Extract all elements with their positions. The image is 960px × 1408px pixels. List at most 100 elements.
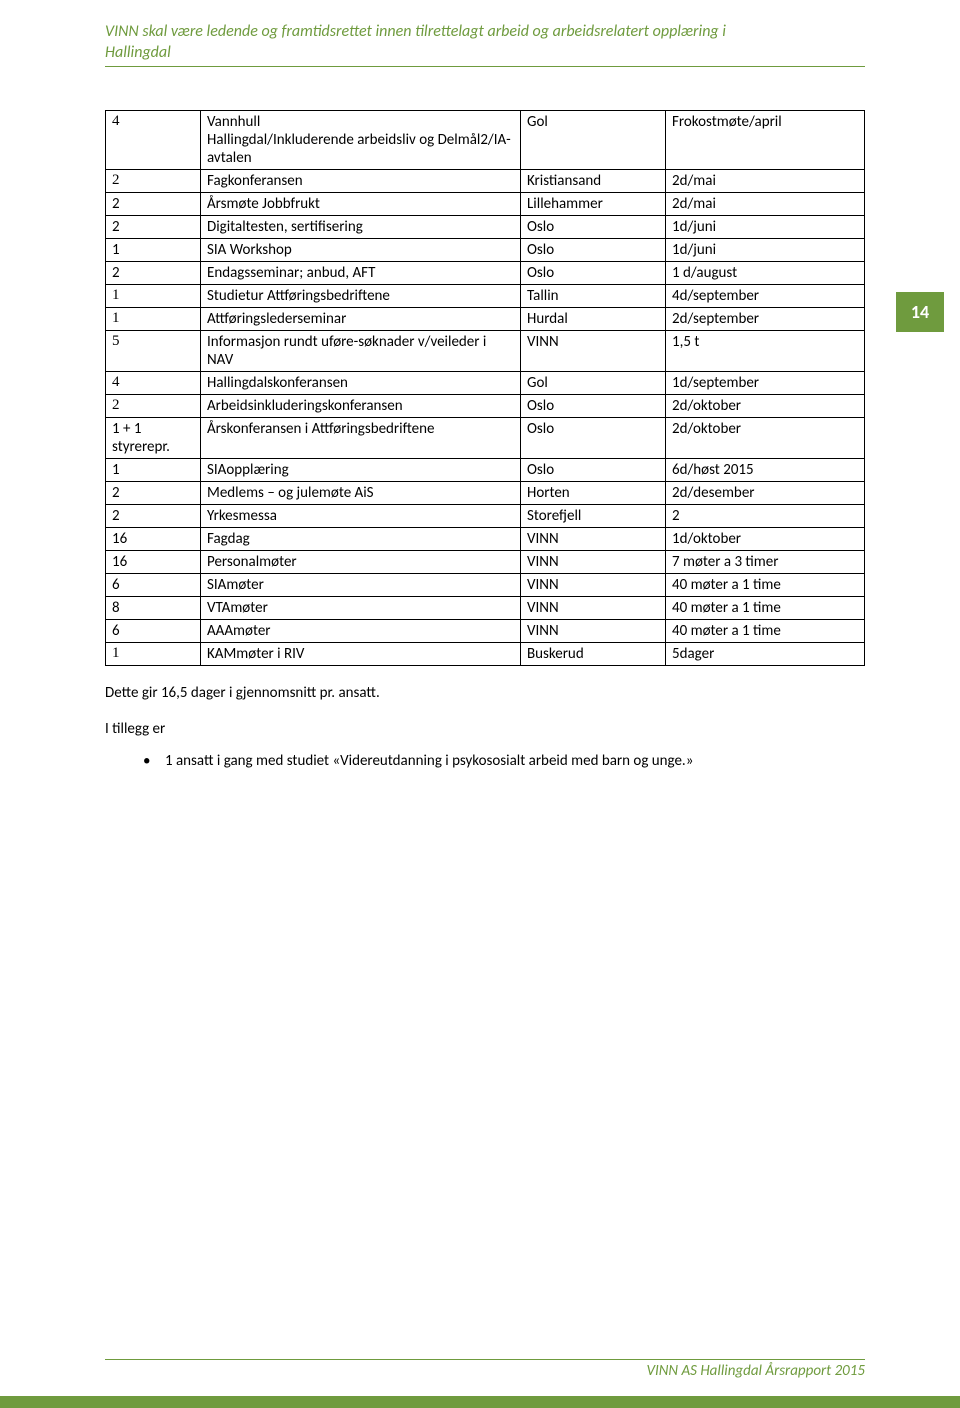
table-row: 2YrkesmessaStorefjell2 xyxy=(106,505,865,528)
table-cell-time: 4d/september xyxy=(666,285,865,308)
table-row: 1SIAopplæringOslo6d/høst 2015 xyxy=(106,459,865,482)
table-cell-time: 1 d/august xyxy=(666,262,865,285)
header-text-line2: Hallingdal xyxy=(105,43,865,64)
table-cell-time: 6d/høst 2015 xyxy=(666,459,865,482)
table-row: 1AttføringslederseminarHurdal2d/septembe… xyxy=(106,308,865,331)
table-cell-description: Digitaltesten, sertifisering xyxy=(201,216,521,239)
table-cell-description: Informasjon rundt uføre-søknader v/veile… xyxy=(201,331,521,372)
table-cell-location: VINN xyxy=(521,574,666,597)
table-cell-description: SIA Workshop xyxy=(201,239,521,262)
table-cell-description: AAAmøter xyxy=(201,620,521,643)
table-cell-count: 16 xyxy=(106,551,201,574)
table-cell-count: 1 xyxy=(106,643,201,666)
table-cell-description: SIAmøter xyxy=(201,574,521,597)
table-cell-location: Gol xyxy=(521,372,666,395)
bullet-text: 1 ansatt i gang med studiet «Videreutdan… xyxy=(165,752,693,770)
table-cell-description: Hallingdalskonferansen xyxy=(201,372,521,395)
table-row: 2Digitaltesten, sertifiseringOslo1d/juni xyxy=(106,216,865,239)
table-cell-time: 1,5 t xyxy=(666,331,865,372)
table-cell-description: Arbeidsinkluderingskonferansen xyxy=(201,395,521,418)
table-cell-location: Oslo xyxy=(521,239,666,262)
table-cell-count: 5 xyxy=(106,331,201,372)
table-cell-time: 2d/mai xyxy=(666,193,865,216)
table-cell-location: Hurdal xyxy=(521,308,666,331)
header-rule xyxy=(105,66,865,67)
table-cell-location: Buskerud xyxy=(521,643,666,666)
table-cell-count: 1 + 1 styrerepr. xyxy=(106,418,201,459)
schedule-table: 4Vannhull Hallingdal/Inkluderende arbeid… xyxy=(105,110,865,666)
table-row: 1SIA WorkshopOslo1d/juni xyxy=(106,239,865,262)
table-row: 2Årsmøte JobbfruktLillehammer2d/mai xyxy=(106,193,865,216)
table-cell-count: 1 xyxy=(106,459,201,482)
table-row: 2Medlems – og julemøte AiSHorten2d/desem… xyxy=(106,482,865,505)
table-cell-description: Medlems – og julemøte AiS xyxy=(201,482,521,505)
page-number-badge: 14 xyxy=(896,292,944,332)
bullet-icon: • xyxy=(143,752,165,770)
table-cell-time: 2d/oktober xyxy=(666,418,865,459)
table-row: 4HallingdalskonferansenGol1d/september xyxy=(106,372,865,395)
table-cell-count: 2 xyxy=(106,193,201,216)
table-cell-location: Gol xyxy=(521,111,666,170)
table-cell-location: VINN xyxy=(521,620,666,643)
table-cell-location: Storefjell xyxy=(521,505,666,528)
table-cell-description: Fagdag xyxy=(201,528,521,551)
table-cell-location: VINN xyxy=(521,331,666,372)
table-cell-time: 2d/september xyxy=(666,308,865,331)
table-cell-time: 7 møter a 3 timer xyxy=(666,551,865,574)
table-cell-time: 1d/oktober xyxy=(666,528,865,551)
table-cell-location: Oslo xyxy=(521,216,666,239)
table-cell-time: 2 xyxy=(666,505,865,528)
table-cell-time: 40 møter a 1 time xyxy=(666,574,865,597)
table-cell-time: 40 møter a 1 time xyxy=(666,597,865,620)
table-cell-description: Endagsseminar; anbud, AFT xyxy=(201,262,521,285)
table-cell-description: Yrkesmessa xyxy=(201,505,521,528)
table-cell-count: 2 xyxy=(106,482,201,505)
page-footer: VINN AS Hallingdal Årsrapport 2015 xyxy=(105,1359,865,1380)
table-cell-count: 2 xyxy=(106,216,201,239)
table-row: 2Endagsseminar; anbud, AFTOslo1 d/august xyxy=(106,262,865,285)
table-row: 16PersonalmøterVINN7 møter a 3 timer xyxy=(106,551,865,574)
table-cell-description: Studietur Attføringsbedriftene xyxy=(201,285,521,308)
table-cell-location: Oslo xyxy=(521,395,666,418)
page-header: VINN skal være ledende og framtidsrettet… xyxy=(105,22,865,67)
table-cell-count: 1 xyxy=(106,308,201,331)
table-cell-time: 5dager xyxy=(666,643,865,666)
table-cell-time: 1d/juni xyxy=(666,216,865,239)
table-cell-count: 2 xyxy=(106,395,201,418)
footer-text: VINN AS Hallingdal Årsrapport 2015 xyxy=(105,1362,865,1380)
table-cell-description: Årskonferansen i Attføringsbedriftene xyxy=(201,418,521,459)
table-cell-description: KAMmøter i RIV xyxy=(201,643,521,666)
table-cell-description: VTAmøter xyxy=(201,597,521,620)
table-cell-count: 6 xyxy=(106,620,201,643)
table-cell-description: SIAopplæring xyxy=(201,459,521,482)
table-cell-count: 1 xyxy=(106,285,201,308)
table-cell-location: Oslo xyxy=(521,459,666,482)
table-cell-description: Fagkonferansen xyxy=(201,170,521,193)
main-content: 4Vannhull Hallingdal/Inkluderende arbeid… xyxy=(105,110,865,770)
summary-paragraph-2: I tillegg er xyxy=(105,720,865,738)
table-cell-description: Attføringslederseminar xyxy=(201,308,521,331)
table-cell-count: 6 xyxy=(106,574,201,597)
page-number: 14 xyxy=(911,301,929,323)
table-cell-count: 4 xyxy=(106,111,201,170)
table-cell-location: VINN xyxy=(521,528,666,551)
table-row: 1KAMmøter i RIVBuskerud5dager xyxy=(106,643,865,666)
table-cell-description: Årsmøte Jobbfrukt xyxy=(201,193,521,216)
table-cell-description: Personalmøter xyxy=(201,551,521,574)
table-row: 6SIAmøterVINN40 møter a 1 time xyxy=(106,574,865,597)
table-cell-count: 1 xyxy=(106,239,201,262)
table-cell-time: 2d/oktober xyxy=(666,395,865,418)
table-cell-location: Horten xyxy=(521,482,666,505)
bullet-item: • 1 ansatt i gang med studiet «Videreutd… xyxy=(105,752,865,770)
table-cell-count: 8 xyxy=(106,597,201,620)
table-cell-location: Oslo xyxy=(521,262,666,285)
table-cell-location: Lillehammer xyxy=(521,193,666,216)
summary-paragraph-1: Dette gir 16,5 dager i gjennomsnitt pr. … xyxy=(105,684,865,702)
table-cell-time: 40 møter a 1 time xyxy=(666,620,865,643)
table-cell-count: 2 xyxy=(106,170,201,193)
table-cell-time: 2d/desember xyxy=(666,482,865,505)
table-cell-count: 16 xyxy=(106,528,201,551)
footer-rule xyxy=(105,1359,865,1360)
table-cell-location: Kristiansand xyxy=(521,170,666,193)
table-row: 8VTAmøterVINN40 møter a 1 time xyxy=(106,597,865,620)
